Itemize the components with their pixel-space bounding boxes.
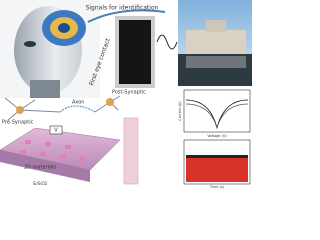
sine-wave bbox=[156, 34, 178, 50]
2d-device: V 2D materials Si/SiO2 bbox=[0, 125, 121, 186]
x-axis-label: Voltage (V) bbox=[207, 134, 227, 138]
time-plot: Time (s) bbox=[183, 139, 251, 189]
building-photo bbox=[178, 0, 252, 86]
arrow bbox=[87, 9, 166, 23]
iv-plot: Voltage (V) Current (A) bbox=[178, 89, 251, 138]
x-axis-label: Time (s) bbox=[209, 185, 225, 189]
substrate-label: Si/SiO2 bbox=[33, 181, 48, 186]
signals-label: Signals for identification bbox=[86, 5, 159, 12]
materials-label: 2D materials bbox=[24, 165, 56, 171]
neuron-body bbox=[16, 106, 24, 114]
robot-head bbox=[0, 0, 100, 98]
y-axis-label: Current (A) bbox=[178, 101, 182, 121]
neuron-body bbox=[106, 98, 114, 106]
pre-synaptic-label: Pre-Synaptic bbox=[2, 120, 34, 126]
graphical-abstract: Signals for identification First eye con… bbox=[0, 0, 252, 189]
post-synaptic-label: Post-Synaptic bbox=[112, 90, 146, 96]
axon-label: Axon bbox=[72, 100, 84, 106]
voltage-source: V bbox=[54, 128, 58, 134]
device bbox=[119, 20, 151, 84]
pillar bbox=[123, 117, 139, 185]
